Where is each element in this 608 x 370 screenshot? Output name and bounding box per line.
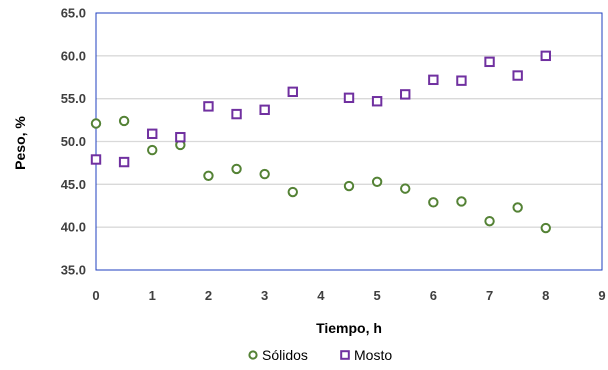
x-tick-label: 0 (92, 288, 99, 303)
y-axis-title: Peso, % (12, 116, 28, 170)
x-tick-label: 5 (373, 288, 380, 303)
data-point (456, 196, 467, 207)
y-tick-label: 65.0 (61, 6, 86, 21)
data-point (90, 154, 102, 165)
data-point (118, 115, 130, 127)
series-solidos (90, 115, 551, 234)
data-point (400, 89, 411, 100)
x-tick-label: 3 (261, 288, 268, 303)
x-tick-label: 1 (149, 288, 156, 303)
data-point (231, 163, 242, 175)
plot-frame (95, 12, 603, 271)
y-tick-label: 45.0 (61, 177, 86, 192)
data-point (118, 156, 130, 168)
series-mosto (90, 50, 551, 168)
axes-layer (95, 12, 603, 271)
legend-label: Sólidos (262, 347, 308, 363)
data-point (343, 180, 355, 192)
data-point (175, 132, 186, 143)
data-point (512, 70, 523, 81)
data-point (287, 186, 298, 198)
data-point (540, 50, 551, 62)
data-point (90, 118, 102, 129)
data-point (147, 128, 158, 139)
y-tick-label: 35.0 (61, 263, 86, 278)
data-point (287, 86, 298, 98)
data-point (343, 92, 355, 104)
y-tick-labels: 35.0 40.0 45.0 50.0 55.0 60.0 65.0 (61, 6, 86, 278)
x-tick-labels: 0 1 2 3 4 5 6 7 8 9 (92, 288, 605, 303)
data-point (371, 176, 383, 187)
y-tick-label: 60.0 (61, 48, 86, 63)
x-tick-label: 7 (486, 288, 493, 303)
data-point (512, 202, 523, 213)
data-point (428, 197, 439, 208)
x-tick-label: 9 (598, 288, 605, 303)
data-point (259, 168, 270, 180)
data-point (456, 75, 467, 86)
data-point (371, 96, 383, 107)
x-tick-label: 6 (430, 288, 437, 303)
y-tick-label: 55.0 (61, 91, 86, 106)
data-point (203, 170, 214, 181)
data-points (90, 50, 551, 234)
data-point (428, 74, 439, 86)
data-point (203, 101, 214, 112)
data-point (400, 183, 411, 194)
legend-marker (248, 350, 258, 360)
data-point (484, 215, 495, 227)
x-tick-label: 8 (542, 288, 549, 303)
x-tick-label: 4 (317, 288, 325, 303)
data-point (540, 222, 551, 234)
x-axis-title: Tiempo, h (316, 320, 382, 336)
x-tick-label: 2 (205, 288, 212, 303)
data-point (147, 144, 158, 156)
grid-layer (96, 55, 602, 228)
y-tick-label: 50.0 (61, 134, 86, 149)
y-tick-label: 40.0 (61, 220, 86, 235)
legend-marker (340, 350, 350, 360)
data-point (484, 56, 495, 68)
data-point (259, 104, 270, 116)
legend: Sólidos Mosto (248, 347, 392, 363)
data-point (231, 108, 242, 120)
legend-label: Mosto (354, 347, 392, 363)
